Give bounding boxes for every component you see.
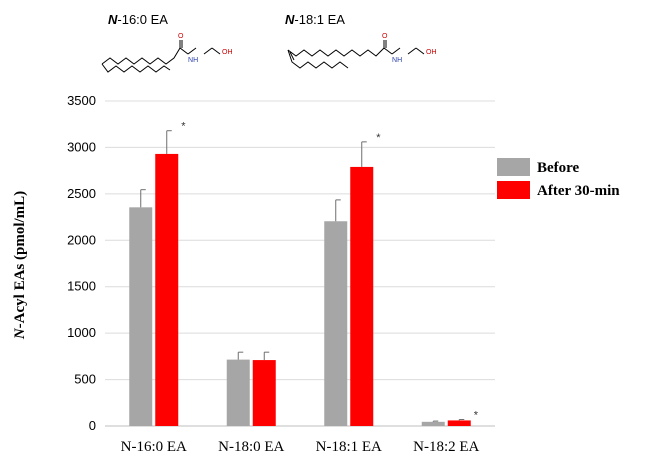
bar bbox=[421, 421, 445, 426]
bar bbox=[324, 221, 348, 426]
atom-oh: OH bbox=[222, 49, 233, 56]
x-category-label: N-18:0 EA bbox=[218, 439, 284, 455]
atom-n: NH bbox=[392, 57, 402, 64]
y-tick-label: 0 bbox=[89, 418, 96, 433]
y-axis-ticks: 0 500 1000 1500 2000 2500 3000 3500 bbox=[67, 93, 96, 433]
x-axis-categories: N-16:0 EA N-18:0 EA N-18:1 EA N-18:2 EA bbox=[121, 439, 480, 455]
legend-swatch bbox=[497, 181, 530, 199]
legend: Before After 30-min bbox=[497, 158, 620, 199]
significance-marker: * bbox=[474, 410, 479, 422]
bar bbox=[155, 153, 179, 426]
y-tick-label: 3000 bbox=[67, 139, 96, 154]
y-tick-label: 2500 bbox=[67, 186, 96, 201]
bar bbox=[350, 166, 374, 426]
structure-16-0: N-16:0 EA O NH OH bbox=[101, 12, 233, 73]
structure-title-16-0: N-16:0 EA bbox=[108, 12, 168, 27]
x-category-label: N-16:0 EA bbox=[121, 439, 187, 455]
significance-marker: * bbox=[181, 121, 186, 133]
y-tick-label: 500 bbox=[74, 372, 96, 387]
bar bbox=[129, 207, 153, 426]
y-tick-label: 3500 bbox=[67, 93, 96, 108]
atom-o: O bbox=[178, 33, 184, 40]
structure-18-1: N-18:1 EA O NH OH bbox=[285, 12, 437, 69]
structure-title-18-1: N-18:1 EA bbox=[285, 12, 345, 27]
bar bbox=[252, 360, 276, 426]
legend-swatch bbox=[497, 158, 530, 176]
atom-n: NH bbox=[188, 57, 198, 64]
significance-marker: * bbox=[376, 132, 381, 144]
legend-label: Before bbox=[537, 160, 580, 176]
atom-oh: OH bbox=[426, 49, 437, 56]
legend-label: After 30-min bbox=[537, 183, 620, 199]
y-axis-label: N-Acyl EAs (pmol/mL) bbox=[12, 191, 28, 340]
y-tick-label: 1000 bbox=[67, 325, 96, 340]
atom-o: O bbox=[382, 33, 388, 40]
x-category-label: N-18:2 EA bbox=[413, 439, 479, 455]
bars: * * * bbox=[129, 121, 479, 426]
x-category-label: N-18:1 EA bbox=[316, 439, 382, 455]
y-tick-label: 1500 bbox=[67, 279, 96, 294]
y-tick-label: 2000 bbox=[67, 232, 96, 247]
bar bbox=[447, 420, 471, 426]
bar bbox=[226, 359, 250, 426]
